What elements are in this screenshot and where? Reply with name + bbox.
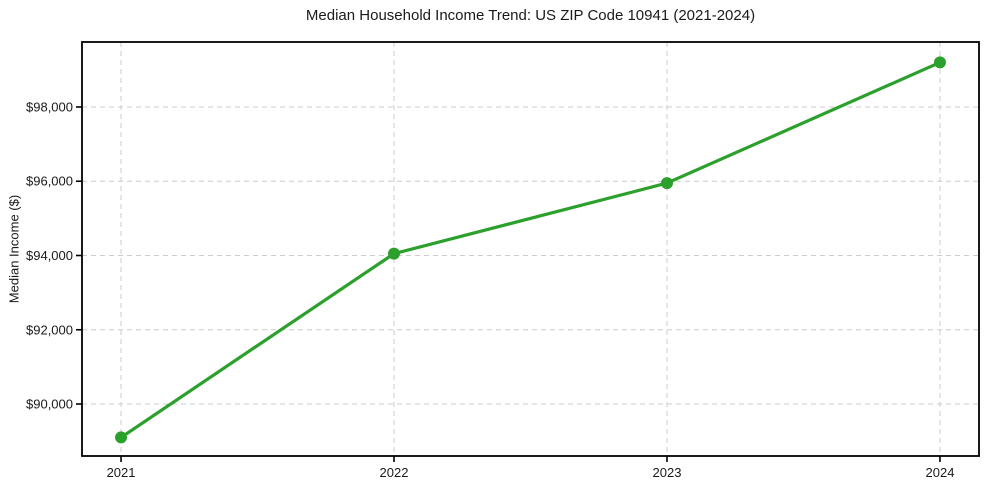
data-point-marker: [115, 431, 128, 444]
plot-border: [81, 41, 980, 457]
x-tick-label: 2023: [653, 465, 682, 480]
y-tick-label: $90,000: [26, 397, 73, 412]
data-point-marker: [660, 177, 673, 190]
x-tick-label: 2024: [926, 465, 955, 480]
y-tick-label: $96,000: [26, 174, 73, 189]
trend-line: [119, 60, 942, 440]
y-tick-label: $92,000: [26, 322, 73, 337]
x-tick-label: 2021: [107, 465, 136, 480]
y-tick-label: $94,000: [26, 248, 73, 263]
x-tick-label: 2022: [380, 465, 409, 480]
data-point-marker: [933, 56, 946, 69]
y-tick-label: $98,000: [26, 99, 73, 114]
chart-title: Median Household Income Trend: US ZIP Co…: [305, 7, 756, 24]
data-point-marker: [388, 247, 401, 260]
